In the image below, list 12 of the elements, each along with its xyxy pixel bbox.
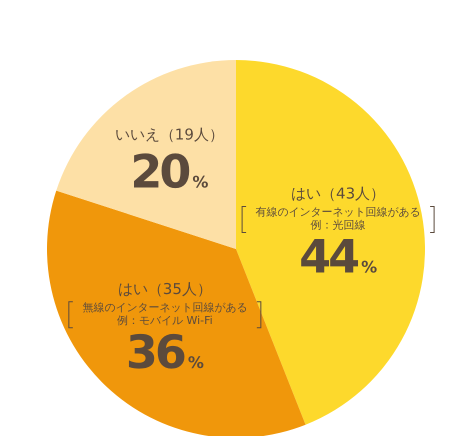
data-label: 20%: [130, 144, 208, 198]
pie-slice: [236, 60, 425, 425]
slice-label: いいえ（19人）: [114, 125, 224, 144]
text: 有線のインターネット回線がある: [256, 206, 421, 219]
slice-label: はい（35人）: [118, 280, 212, 298]
data-label: 44%: [299, 230, 378, 284]
text: 無線のインターネット回線がある: [82, 300, 248, 314]
slice-label: はい（43人）: [291, 184, 386, 203]
text: 例：光回線: [310, 218, 366, 232]
pie-slice: [56, 60, 236, 249]
data-label: 36%: [126, 324, 204, 379]
text: 例：モバイル Wi-Fi: [116, 314, 213, 327]
